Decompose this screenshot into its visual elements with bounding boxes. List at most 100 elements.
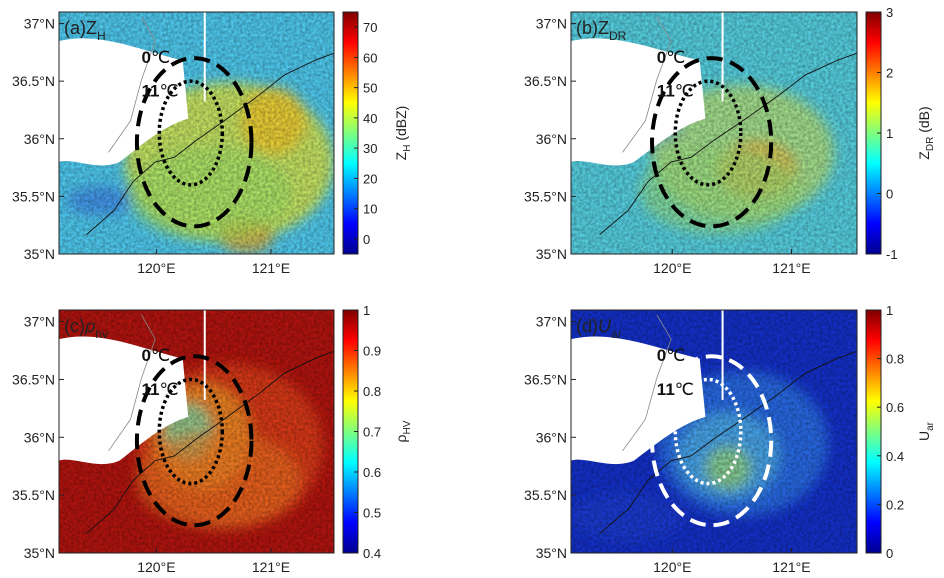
colorbar-tick-label: 0.7 — [363, 425, 381, 440]
colorbar: 70 60 50 40 30 20 10 0 ZH (dBZ) — [342, 11, 413, 255]
coastline — [599, 52, 857, 235]
y-tick-label: 36°N — [536, 429, 567, 445]
isotherm-0-line — [650, 354, 774, 528]
isotherm-0-line — [134, 56, 254, 229]
colorbar-tick-label: 2 — [886, 66, 893, 81]
panel-b: 0℃ 11℃ (b)ZDR 37°N 36.5°N 36°N 35.5°N 35°N 120°E… — [524, 5, 936, 276]
isotherm-11-label: 11℃ — [142, 380, 179, 399]
x-tick-label: 121°E — [772, 260, 810, 276]
axes-frame — [58, 11, 335, 255]
colorbar: 3 2 1 0 -1 ZDR (dB) — [865, 5, 936, 262]
isotherm-11-line — [157, 79, 225, 187]
y-tick-label: 36°N — [536, 131, 567, 147]
colorbar-tick-label: 1 — [886, 126, 893, 141]
y-tick-label: 37°N — [24, 16, 55, 32]
y-tick-label: 37°N — [24, 314, 55, 330]
colorbar-tick-label: 0.5 — [363, 506, 381, 521]
y-tick-label: 35.5°N — [524, 188, 567, 204]
panel-title: (a)ZH — [64, 18, 106, 43]
colorbar-tick-label: 0 — [363, 232, 370, 247]
province-border — [108, 314, 156, 452]
province-border — [622, 16, 672, 153]
colorbar-tick-label: 50 — [363, 81, 377, 96]
colorbar-tick-label: 0.6 — [363, 465, 381, 480]
plot-area — [571, 310, 857, 553]
colorbar-tick-label: 0 — [886, 546, 893, 561]
panel-c: 0℃ 11℃ (c)ρhv 37°N 36.5°N 36°N 35.5°N 35°N 120°E… — [12, 303, 413, 575]
isotherm-11-line — [157, 377, 225, 486]
isotherm-0-label: 0℃ — [657, 346, 686, 365]
x-tick-label: 121°E — [252, 260, 290, 276]
colorbar-tick-label: 70 — [363, 20, 377, 35]
plot-area — [59, 310, 334, 553]
province-border — [622, 314, 672, 452]
x-tick-label: 121°E — [252, 559, 290, 575]
colorbar-gradient — [342, 11, 359, 255]
colorbar-tick-label: 0.9 — [363, 344, 381, 359]
x-tick-label: 120°E — [653, 260, 691, 276]
colorbar-label: ZH (dBZ) — [393, 106, 413, 161]
colorbar-tick-label: 20 — [363, 171, 377, 186]
y-tick-label: 36.5°N — [12, 371, 55, 387]
isotherm-11-label: 11℃ — [657, 380, 694, 399]
x-tick-label: 120°E — [653, 559, 691, 575]
isotherm-0-label: 0℃ — [657, 48, 686, 67]
no-data-region — [571, 336, 706, 465]
y-tick-label: 36°N — [24, 429, 55, 445]
isotherm-11-line — [673, 79, 743, 187]
panel-a: 0℃ 11℃ (a)ZH 37°N 36.5°N 36°N 35.5°N 35°N 120°E 1… — [12, 11, 413, 276]
colorbar-label: ρHV — [393, 420, 413, 442]
colorbar-label: Uar — [916, 421, 936, 441]
isotherm-11-line — [673, 377, 743, 486]
isotherm-0-label: 0℃ — [142, 346, 171, 365]
colorbar-tick-label: 0.2 — [886, 497, 904, 512]
colorbar-tick-label: 3 — [886, 5, 893, 20]
colorbar-gradient — [865, 309, 882, 554]
isotherm-11-label: 11℃ — [142, 82, 179, 101]
no-data-region — [59, 38, 189, 166]
isotherm-0-line — [650, 56, 774, 229]
x-tick-label: 121°E — [772, 559, 810, 575]
colorbar-tick-label: 0.4 — [363, 546, 381, 561]
colorbar-tick-label: 0.4 — [886, 449, 904, 464]
y-tick-label: 35°N — [24, 545, 55, 561]
coastline — [86, 350, 334, 534]
y-tick-label: 35.5°N — [12, 188, 55, 204]
panel-title: (b)ZDR — [576, 18, 627, 43]
no-data-region — [571, 38, 706, 166]
panel-title: (d)Uar — [576, 316, 622, 341]
panel-d: 0℃ 11℃ (d)Uar 37°N 36.5°N 36°N 35.5°N 35°N 120°E… — [524, 303, 936, 575]
y-tick-label: 36.5°N — [524, 371, 567, 387]
colorbar-tick-label: 60 — [363, 50, 377, 65]
coastline — [599, 350, 857, 534]
y-tick-label: 35°N — [24, 246, 55, 262]
y-tick-label: 36°N — [24, 131, 55, 147]
colorbar-tick-label: 1 — [363, 303, 370, 318]
y-tick-label: 36.5°N — [12, 73, 55, 89]
isotherm-0-line — [134, 354, 254, 528]
colorbar-label: ZDR (dB) — [916, 106, 936, 159]
y-tick-label: 35.5°N — [12, 487, 55, 503]
axes-frame — [58, 309, 335, 554]
colorbar-tick-label: 30 — [363, 141, 377, 156]
y-tick-label: 37°N — [536, 16, 567, 32]
plot-area — [59, 12, 334, 254]
x-tick-label: 120°E — [137, 260, 175, 276]
isotherm-11-label: 11℃ — [657, 82, 694, 101]
coastline — [86, 52, 334, 235]
y-tick-label: 35°N — [536, 545, 567, 561]
colorbar-tick-label: 0.8 — [363, 384, 381, 399]
y-tick-label: 35.5°N — [524, 487, 567, 503]
colorbar: 1 0.9 0.8 0.7 0.6 0.5 0.4 ρHV — [342, 303, 413, 561]
colorbar-tick-label: 40 — [363, 111, 377, 126]
axes-frame — [570, 11, 858, 255]
axes-frame — [570, 309, 858, 554]
colorbar-tick-label: 10 — [363, 202, 377, 217]
isotherm-0-label: 0℃ — [142, 48, 171, 67]
panel-title: (c)ρhv — [64, 316, 108, 341]
colorbar-tick-label: -1 — [886, 247, 898, 262]
colorbar-tick-label: 0.8 — [886, 352, 904, 367]
y-tick-label: 35°N — [536, 246, 567, 262]
plot-area — [571, 12, 857, 254]
y-tick-label: 37°N — [536, 314, 567, 330]
